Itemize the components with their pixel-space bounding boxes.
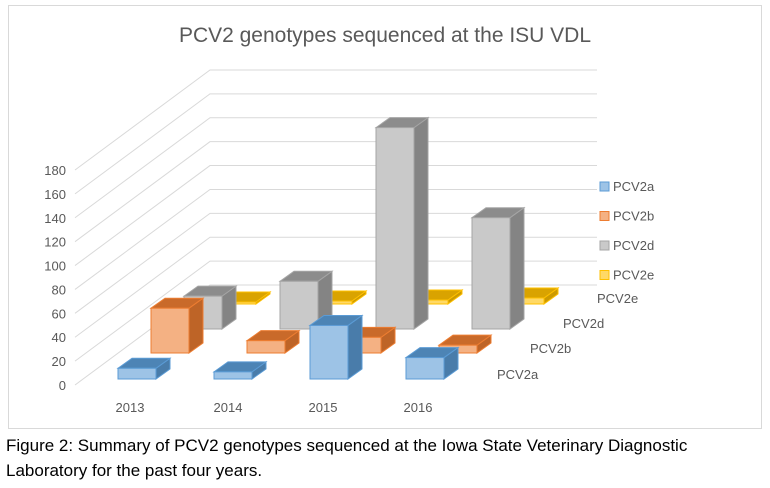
series-axis-label: PCV2d <box>563 316 604 331</box>
series-axis-label: PCV2b <box>530 341 571 356</box>
y-tick-label: 120 <box>44 235 66 250</box>
legend-label: PCV2a <box>613 179 655 194</box>
gridline <box>74 236 597 338</box>
series-axis-label: PCV2e <box>597 291 638 306</box>
bar-side <box>509 206 525 330</box>
bar <box>404 346 460 380</box>
bar <box>278 270 334 330</box>
bar <box>470 206 526 330</box>
x-tick-label: 2014 <box>214 400 243 415</box>
y-tick-label: 0 <box>59 378 66 393</box>
chart-title: PCV2 genotypes sequenced at the ISU VDL <box>179 24 591 47</box>
y-tick-label: 60 <box>52 306 66 321</box>
bar <box>149 297 205 354</box>
y-tick-label: 100 <box>44 259 66 274</box>
gridline <box>74 69 597 171</box>
bar <box>116 357 172 380</box>
legend-label: PCV2b <box>613 209 654 224</box>
chart-area <box>8 5 762 429</box>
series-axis-label: PCV2a <box>497 367 539 382</box>
bar-side <box>347 314 363 380</box>
bar-front <box>213 371 253 380</box>
bar-front <box>375 127 415 330</box>
bar <box>374 116 430 330</box>
y-tick-label: 160 <box>44 187 66 202</box>
legend-swatch <box>599 240 610 251</box>
y-tick-label: 40 <box>52 330 66 345</box>
bar <box>245 329 301 354</box>
bar-front <box>279 280 319 330</box>
y-tick-label: 140 <box>44 211 66 226</box>
gridline <box>74 141 597 243</box>
bar-side <box>413 116 429 330</box>
gridline <box>74 212 597 314</box>
bar <box>212 360 268 380</box>
bar-front <box>309 324 349 380</box>
gridline <box>74 188 597 290</box>
y-tick-label: 20 <box>52 354 66 369</box>
figure-caption: Figure 2: Summary of PCV2 genotypes sequ… <box>6 436 688 480</box>
gridline <box>74 165 597 266</box>
bar-front <box>150 307 190 354</box>
gridline <box>74 117 597 219</box>
x-tick-label: 2015 <box>309 400 338 415</box>
bar-front <box>471 217 511 330</box>
bar-front <box>117 367 157 380</box>
y-tick-label: 80 <box>52 282 66 297</box>
pcv2-3d-bar-chart: PCV2 genotypes sequenced at the ISU VDL … <box>44 24 655 415</box>
legend-swatch <box>599 181 610 192</box>
gridline <box>74 93 597 195</box>
x-tick-label: 2013 <box>116 400 145 415</box>
bar-front <box>246 340 286 354</box>
legend-swatch <box>599 211 610 221</box>
legend-label: PCV2d <box>613 238 654 253</box>
legend-swatch <box>599 270 610 280</box>
legend-label: PCV2e <box>613 268 654 283</box>
bar-front <box>405 357 445 380</box>
gridline <box>74 260 597 362</box>
y-tick-label: 180 <box>44 163 66 178</box>
gridline <box>74 284 597 386</box>
x-tick-label: 2016 <box>404 400 433 415</box>
bar <box>308 314 364 380</box>
